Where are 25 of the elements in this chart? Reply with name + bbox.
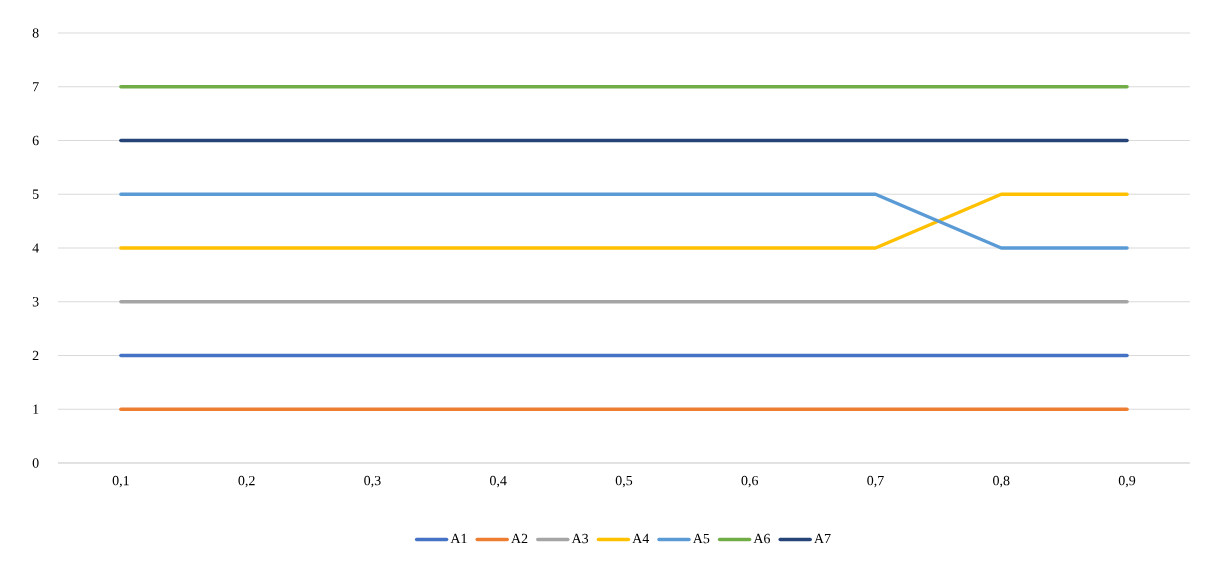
- y-tick-label: 7: [33, 82, 39, 92]
- x-tick-label: 0,8: [993, 475, 1010, 488]
- legend-label: A2: [511, 533, 528, 544]
- x-tick-label: 0,7: [867, 475, 884, 488]
- legend-label: A7: [814, 533, 831, 544]
- legend-label: A1: [450, 533, 467, 544]
- y-tick-label: 1: [33, 404, 39, 414]
- legend-label: A3: [571, 533, 589, 544]
- legend-label: A4: [632, 533, 650, 544]
- y-tick-label: 0: [32, 458, 39, 468]
- x-tick-label: 0,6: [741, 475, 759, 488]
- y-tick-label: 4: [32, 243, 39, 253]
- x-tick-label: 0,1: [112, 475, 129, 488]
- x-tick-label: 0,4: [489, 475, 507, 488]
- y-tick-label: 2: [32, 350, 39, 361]
- x-tick-label: 0,9: [1118, 475, 1136, 488]
- y-tick-label: 3: [32, 297, 39, 307]
- legend-label: A5: [692, 533, 710, 544]
- y-tick-label: 5: [32, 189, 39, 199]
- x-tick-label: 0,5: [615, 475, 633, 488]
- y-tick-label: 6: [32, 135, 39, 146]
- y-tick-label: 8: [32, 28, 39, 38]
- legend-label: A6: [753, 533, 771, 544]
- x-tick-label: 0,2: [238, 475, 255, 488]
- x-tick-label: 0,3: [364, 475, 381, 488]
